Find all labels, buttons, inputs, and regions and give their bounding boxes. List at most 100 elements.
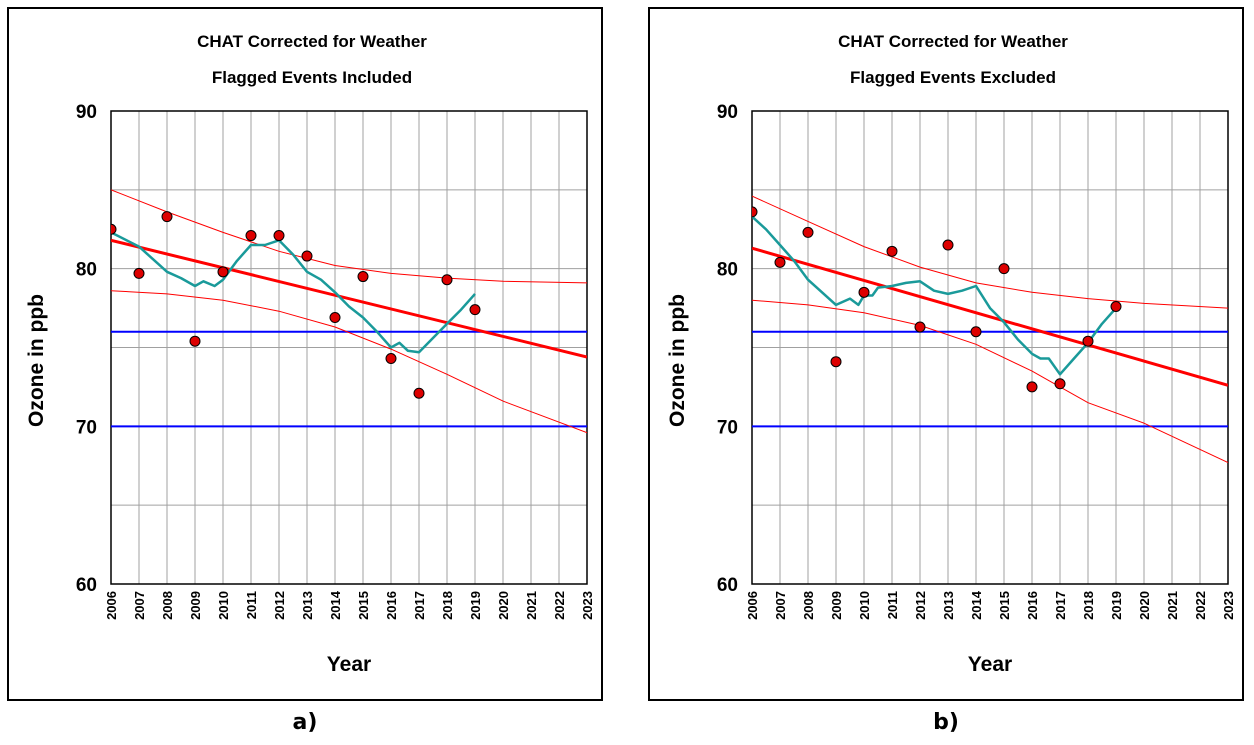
data-point (133, 267, 145, 279)
x-tick-label: 2023 (1221, 591, 1236, 620)
x-tick-label: 2015 (356, 591, 371, 620)
x-tick-label: 2015 (997, 591, 1012, 620)
y-tick-label: 70 (717, 417, 738, 438)
data-point (301, 250, 313, 262)
data-point (858, 286, 870, 298)
data-point (998, 263, 1010, 275)
data-point (886, 245, 898, 257)
data-point (441, 274, 453, 286)
data-point (1054, 378, 1066, 390)
x-tick-label: 2017 (1053, 591, 1068, 620)
y-tick-label: 80 (717, 260, 738, 281)
x-axis-label: Year (327, 653, 371, 676)
x-tick-label: 2018 (1081, 591, 1096, 620)
x-tick-label: 2010 (216, 591, 231, 620)
chart-b: CHAT Corrected for Weather Flagged Events… (666, 32, 1236, 676)
data-point (189, 335, 201, 347)
x-axis-label: Year (968, 653, 1012, 676)
y-axis-label: Ozone in ppb (25, 294, 48, 427)
x-tick-label: 2013 (941, 591, 956, 620)
x-tick-label: 2012 (272, 591, 287, 620)
chart-a: CHAT Corrected for Weather Flagged Events… (25, 32, 595, 676)
y-tick-label: 90 (76, 102, 97, 123)
upper-confidence-band (111, 189, 587, 284)
x-tick-label: 2022 (552, 591, 567, 620)
y-tick-label: 90 (717, 102, 738, 123)
x-tick-label: 2012 (913, 591, 928, 620)
plot-layer (752, 195, 1228, 464)
smoothed-curve (111, 231, 476, 354)
x-tick-label: 2011 (885, 591, 900, 619)
data-point (329, 312, 341, 324)
x-tick-label: 2009 (188, 591, 203, 620)
x-tick-label: 2007 (132, 591, 147, 620)
smoothed-curve (752, 215, 1117, 376)
data-point (469, 304, 481, 316)
x-tick-label: 2006 (104, 591, 119, 620)
data-point (1082, 335, 1094, 347)
x-tick-label: 2014 (328, 590, 343, 620)
chart-panel-a: CHAT Corrected for Weather Flagged Events… (7, 7, 603, 701)
x-tick-label: 2020 (496, 591, 511, 620)
chart-title: CHAT Corrected for Weather (197, 32, 427, 51)
data-point (802, 226, 814, 238)
plot-area-frame (751, 110, 1229, 585)
plot-area-frame (110, 110, 588, 585)
x-tick-label: 2017 (412, 591, 427, 620)
data-point (830, 356, 842, 368)
data-point (111, 223, 117, 235)
grid (752, 111, 1228, 584)
x-tick-label: 2010 (857, 591, 872, 620)
data-point (161, 211, 173, 223)
data-point (752, 206, 758, 218)
plot-layer (111, 189, 587, 434)
lower-confidence-band (752, 299, 1228, 464)
x-tick-label: 2020 (1137, 591, 1152, 620)
x-tick-label: 2014 (969, 590, 984, 620)
data-point (357, 271, 369, 283)
x-tick-label: 2009 (829, 591, 844, 620)
data-point (774, 256, 786, 268)
panel-caption-b: b) (933, 710, 959, 735)
x-tick-label: 2016 (1025, 591, 1040, 620)
chart-subtitle: Flagged Events Excluded (850, 68, 1056, 87)
data-point (914, 321, 926, 333)
data-point (413, 387, 425, 399)
panel-caption-a: a) (292, 710, 318, 735)
data-point (1110, 301, 1122, 313)
upper-confidence-band (752, 195, 1228, 309)
data-point (1026, 381, 1038, 393)
x-tick-label: 2018 (440, 591, 455, 620)
grid (111, 111, 587, 584)
y-axis-label: Ozone in ppb (666, 294, 689, 427)
x-tick-label: 2022 (1193, 591, 1208, 620)
y-tick-label: 60 (717, 575, 738, 596)
x-tick-label: 2019 (1109, 591, 1124, 620)
regression-line (111, 238, 587, 359)
x-tick-label: 2023 (580, 591, 595, 620)
data-point (273, 230, 285, 242)
data-point (385, 353, 397, 365)
data-point (217, 266, 229, 278)
x-tick-label: 2008 (160, 591, 175, 620)
chart-subtitle: Flagged Events Included (212, 68, 412, 87)
x-tick-label: 2006 (745, 591, 760, 620)
x-tick-label: 2021 (1165, 591, 1180, 620)
x-tick-label: 2016 (384, 591, 399, 620)
regression-line (752, 246, 1228, 387)
chart-title: CHAT Corrected for Weather (838, 32, 1068, 51)
x-tick-label: 2021 (524, 591, 539, 620)
x-tick-label: 2007 (773, 591, 788, 620)
data-point (970, 326, 982, 338)
data-point (942, 239, 954, 251)
x-tick-label: 2013 (300, 591, 315, 620)
y-tick-label: 60 (76, 575, 97, 596)
y-tick-label: 70 (76, 417, 97, 438)
x-tick-label: 2019 (468, 591, 483, 620)
data-point (245, 230, 257, 242)
y-tick-label: 80 (76, 260, 97, 281)
x-tick-label: 2008 (801, 591, 816, 620)
x-tick-label: 2011 (244, 591, 259, 619)
lower-confidence-band (111, 290, 587, 434)
chart-panel-b: CHAT Corrected for Weather Flagged Events… (648, 7, 1244, 701)
